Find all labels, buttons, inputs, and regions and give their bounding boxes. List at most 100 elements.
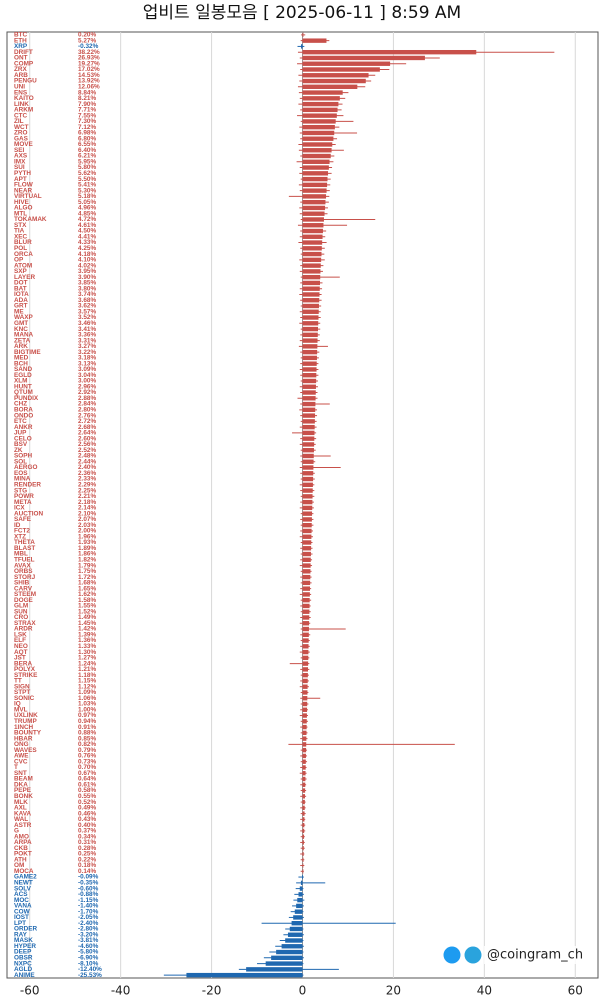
- bar: [302, 367, 317, 372]
- bar: [302, 119, 336, 124]
- value-label: 4.18%: [78, 251, 96, 258]
- value-label: 3.74%: [78, 291, 96, 298]
- category-label: ZRX: [14, 66, 28, 73]
- bar: [302, 684, 308, 689]
- category-label: ACS: [14, 891, 28, 898]
- category-label: KNC: [14, 326, 28, 333]
- bar: [302, 719, 307, 724]
- category-label: SNT: [14, 770, 27, 777]
- value-label: 0.22%: [78, 856, 96, 863]
- value-label: -0.60%: [78, 885, 99, 892]
- category-label: TOKAMAK: [14, 216, 47, 223]
- value-label: 1.62%: [78, 591, 96, 598]
- value-label: 3.18%: [78, 355, 96, 362]
- bar: [302, 257, 322, 263]
- value-label: 4.02%: [78, 262, 96, 269]
- x-tick-label: 40: [477, 984, 492, 998]
- category-label: XEC: [14, 233, 28, 240]
- category-label: VANA: [14, 903, 32, 910]
- value-label: 3.68%: [78, 297, 96, 304]
- bar: [302, 476, 314, 482]
- bar: [302, 574, 311, 580]
- bar: [302, 38, 327, 43]
- category-label: SHIB: [14, 580, 30, 587]
- category-label: ID: [14, 522, 21, 529]
- category-label: WAVES: [14, 747, 37, 754]
- category-label: DOGE: [14, 597, 34, 604]
- category-label: TRUMP: [14, 718, 37, 725]
- category-label: BTC: [14, 32, 28, 39]
- bar: [302, 171, 329, 176]
- category-label: BCH: [14, 360, 28, 367]
- category-label: ME: [14, 308, 24, 315]
- category-label: HYPER: [14, 943, 36, 950]
- bar: [302, 390, 316, 395]
- bar: [302, 442, 315, 447]
- bar: [302, 857, 304, 862]
- value-label: 12.06%: [78, 83, 100, 90]
- category-label: CHZ: [14, 401, 27, 408]
- bar: [302, 672, 308, 678]
- category-label: LSK: [14, 631, 27, 638]
- value-label: 0.85%: [78, 735, 96, 742]
- value-label: 3.36%: [78, 332, 96, 339]
- category-label: AGLD: [14, 966, 32, 973]
- value-label: -12.40%: [78, 966, 102, 973]
- value-label: 4.10%: [78, 257, 96, 264]
- bar: [302, 794, 306, 799]
- bar: [302, 251, 322, 257]
- bar: [302, 419, 315, 424]
- value-label: 2.64%: [78, 430, 96, 437]
- category-label: THETA: [14, 539, 35, 546]
- bar: [302, 228, 323, 234]
- bar: [302, 355, 317, 361]
- bar: [281, 944, 303, 949]
- value-label: 26.93%: [78, 55, 100, 62]
- bar: [302, 194, 327, 199]
- category-label: POLYX: [14, 666, 36, 673]
- bar: [302, 107, 338, 113]
- value-label: 8.84%: [78, 89, 96, 96]
- value-label: 2.52%: [78, 447, 96, 454]
- x-tick-label: 0: [299, 984, 307, 998]
- value-label: 2.25%: [78, 487, 96, 494]
- bar: [302, 649, 309, 655]
- bar: [302, 153, 331, 159]
- category-label: CARV: [14, 585, 33, 592]
- bar: [302, 263, 321, 268]
- bar: [302, 540, 312, 545]
- category-label: ZK: [14, 447, 23, 454]
- value-label: 1.89%: [78, 545, 96, 552]
- category-label: STRIKE: [14, 672, 38, 679]
- bar: [302, 223, 324, 228]
- value-label: 2.76%: [78, 412, 96, 419]
- category-label: MANA: [14, 332, 34, 339]
- bar: [302, 638, 309, 643]
- category-label: ARDR: [14, 626, 33, 633]
- watermark-text: @coingram_ch: [487, 948, 583, 963]
- value-label: 14.53%: [78, 72, 100, 79]
- bar: [302, 55, 425, 61]
- value-label: 0.94%: [78, 718, 96, 725]
- bar: [302, 742, 307, 747]
- value-label: 1.39%: [78, 631, 96, 638]
- bar: [302, 471, 314, 476]
- bar: [302, 788, 306, 793]
- value-label: 3.52%: [78, 314, 96, 321]
- value-label: 4.50%: [78, 228, 96, 235]
- category-label: ANKR: [14, 424, 33, 431]
- value-label: 3.57%: [78, 308, 96, 315]
- value-label: 0.58%: [78, 787, 96, 794]
- category-label: ZRO: [14, 130, 28, 137]
- bar: [302, 396, 316, 401]
- value-label: 1.58%: [78, 597, 96, 604]
- category-label: QTUM: [14, 389, 33, 396]
- value-label: 2.80%: [78, 407, 96, 414]
- bar: [302, 413, 316, 418]
- category-label: ZETA: [14, 337, 31, 344]
- value-label: -25.53%: [78, 972, 102, 979]
- category-label: BLUR: [14, 239, 32, 246]
- bar: [287, 932, 303, 937]
- bar: [302, 32, 304, 38]
- category-label: NXPC: [14, 960, 32, 967]
